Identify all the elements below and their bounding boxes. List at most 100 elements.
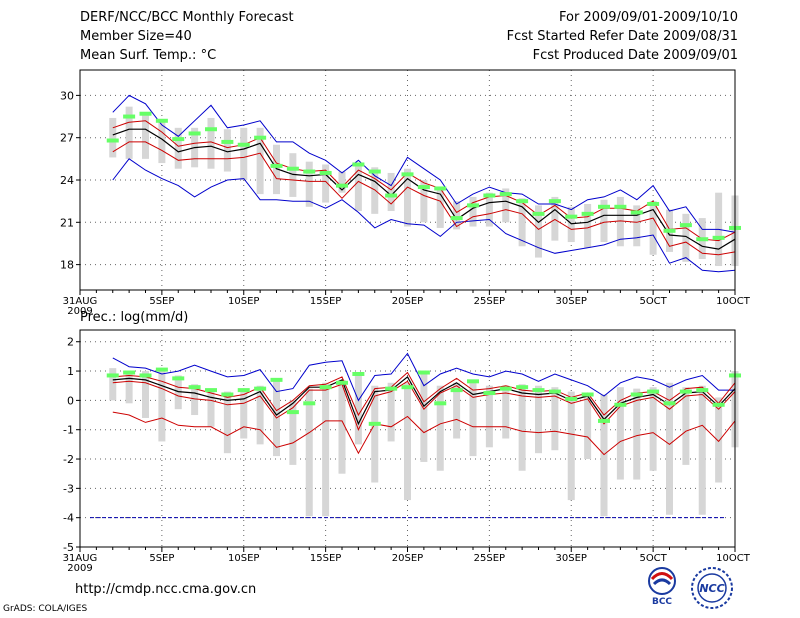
ncc-logo-text: NCC <box>699 582 724 595</box>
temp-xtick-label: 30SEP <box>556 296 587 307</box>
temp-observed-marker <box>614 204 627 209</box>
temp-observed-marker <box>123 114 136 119</box>
temp-xtick-label: 5OCT <box>639 296 667 307</box>
website-url[interactable]: http://cmdp.ncc.cma.gov.cn <box>75 582 257 597</box>
temp-climatology-bar <box>420 180 428 223</box>
precip-xtick-label: 5OCT <box>639 553 667 564</box>
temp-min-line <box>112 158 736 273</box>
temp-climatology-bar <box>158 122 166 164</box>
precip-climatology-bar <box>191 384 199 416</box>
variable-label: Mean Surf. Temp.: °C <box>80 48 217 63</box>
temp-observed-marker <box>712 235 725 240</box>
precip-climatology-bar <box>649 387 657 471</box>
temp-climatology-bar <box>322 164 330 203</box>
temp-observed-marker <box>548 199 561 204</box>
temp-observed-marker <box>336 183 348 188</box>
precip-lower-line <box>112 380 736 431</box>
temp-observed-marker <box>254 135 267 140</box>
precip-ytick-label: -3 <box>63 482 74 495</box>
precip-observed-marker <box>336 380 348 385</box>
precip-observed-marker <box>532 388 545 393</box>
precip-xtick-label: 20SEP <box>392 553 423 564</box>
precip-observed-marker <box>598 418 610 423</box>
temp-climatology-bar <box>240 127 248 180</box>
precip-climatology-bar <box>698 385 706 515</box>
temp-observed-marker <box>696 237 709 242</box>
precip-climatology-bar <box>289 400 297 465</box>
temp-climatology-bar <box>502 188 510 223</box>
temp-climatology-bar <box>338 171 346 193</box>
temp-climatology-bar <box>387 172 395 212</box>
temp-climatology-bar <box>109 117 117 158</box>
temp-climatology-bar <box>535 205 542 258</box>
precip-xtick-label: 15SEP <box>310 553 341 564</box>
precip-climatology-bar <box>436 385 444 471</box>
temp-climatology-bar <box>142 112 149 159</box>
precip-observed-marker <box>286 410 299 415</box>
precip-observed-marker <box>450 388 463 393</box>
precip-climatology-bar <box>256 385 264 445</box>
temp-observed-marker <box>319 170 332 175</box>
temp-observed-marker <box>630 210 643 215</box>
temp-climatology-bar <box>174 127 182 169</box>
temp-observed-marker <box>205 127 217 132</box>
temp-observed-marker <box>532 211 545 216</box>
forecast-period: For 2009/09/01-2009/10/10 <box>559 10 738 25</box>
precip-observed-marker <box>270 377 283 382</box>
bcc-logo-text: BCC <box>652 597 672 606</box>
temp-max-line <box>112 94 736 233</box>
temp-observed-marker <box>679 223 692 228</box>
precip-observed-marker <box>139 373 152 378</box>
precip-observed-marker <box>106 373 119 378</box>
temp-observed-marker <box>139 111 152 116</box>
temp-climatology-bar <box>305 161 313 207</box>
precip-xtick-year-label: 2009 <box>67 563 92 574</box>
precip-observed-marker <box>237 388 250 393</box>
precip-observed-marker <box>254 386 267 391</box>
temp-climatology-bar <box>600 199 608 243</box>
precip-observed-marker <box>401 385 414 390</box>
precip-xtick-label: 25SEP <box>474 553 505 564</box>
temp-observed-marker <box>385 193 398 198</box>
precip-observed-marker <box>385 386 398 391</box>
precip-observed-marker <box>123 370 136 375</box>
precip-xtick-label: 31AUG <box>63 553 98 564</box>
precip-observed-marker <box>581 392 594 397</box>
temp-xtick-label: 10OCT <box>716 296 751 307</box>
precip-observed-marker <box>172 376 185 381</box>
precip-climatology-bar <box>567 391 575 501</box>
temp-climatology-bar <box>354 163 362 212</box>
temp-xtick-year-label: 2009 <box>67 306 92 317</box>
temp-observed-marker <box>303 169 316 174</box>
precip-observed-marker <box>319 385 332 390</box>
precip-observed-marker <box>467 379 479 384</box>
temp-ensemble-mean-line <box>112 128 736 250</box>
precip-climatology-bar <box>682 387 690 465</box>
precip-xtick-label: 10SEP <box>228 553 259 564</box>
header-left: DERF/NCC/BCC Monthly Forecast Member Siz… <box>80 10 294 67</box>
precip-climatology-bar <box>518 384 526 471</box>
precip-climatology-bar <box>174 375 182 410</box>
precip-xtick-label: 5SEP <box>149 553 174 564</box>
header-right: For 2009/09/01-2009/10/10 Fcst Started R… <box>507 10 738 67</box>
precip-climatology-bar <box>666 382 673 515</box>
precip-climatology-bar <box>125 372 133 404</box>
precip-climatology-bar <box>420 371 428 462</box>
temp-climatology-bar <box>289 153 297 197</box>
precip-ytick-label: 2 <box>67 336 74 349</box>
temp-observed-marker <box>401 172 414 177</box>
ncc-logo: NCC <box>691 567 733 609</box>
temp-observed-marker <box>516 199 529 204</box>
member-size: Member Size=40 <box>80 29 192 44</box>
precip-max-line <box>112 352 735 402</box>
precip-ensemble-mean-line <box>112 375 736 426</box>
temp-observed-marker <box>188 131 201 136</box>
precip-observed-marker <box>155 367 168 372</box>
precip-climatology-bar <box>322 382 330 517</box>
precip-observed-marker <box>712 402 725 407</box>
precip-observed-marker <box>188 385 201 390</box>
temp-observed-marker <box>581 211 594 216</box>
precip-xtick-label: 10OCT <box>716 553 751 564</box>
precip-climatology-bar <box>404 382 411 501</box>
